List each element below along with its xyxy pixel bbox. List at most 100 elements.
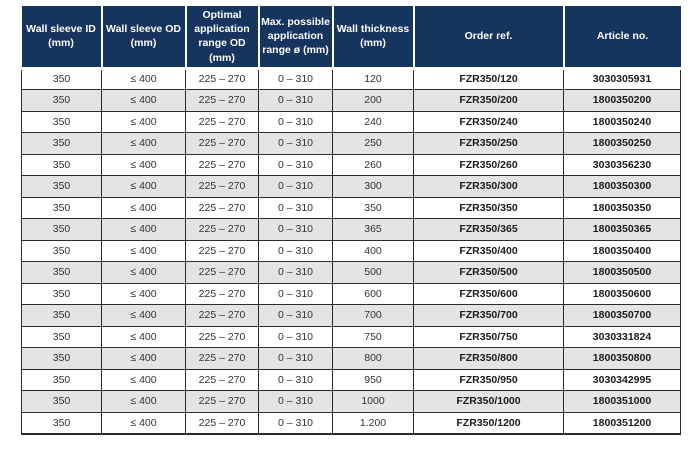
cell-article-no: 3030305931 xyxy=(563,67,681,91)
table-row: 350 ≤ 400 225 – 270 0 – 310 350 FZR350/350 180… xyxy=(21,196,681,220)
table-row: 350 ≤ 400 225 – 270 0 – 310 1.200 FZR350/1200… xyxy=(21,411,681,435)
table-row: 350 ≤ 400 225 – 270 0 – 310 120 FZR350/120 303… xyxy=(21,67,681,91)
table-header: Wall sleeve ID (mm) Wall sleeve OD (mm) … xyxy=(21,6,681,70)
cell-optimal-range: 225 – 270 xyxy=(185,132,259,155)
table-row: 350 ≤ 400 225 – 270 0 – 310 950 FZR350/950 303… xyxy=(21,368,681,392)
cell-wall-sleeve-id: 350 xyxy=(21,132,102,155)
cell-article-no: 1800351200 xyxy=(563,411,681,435)
table-row: 350 ≤ 400 225 – 270 0 – 310 240 FZR350/240 180… xyxy=(21,110,681,134)
cell-wall-thickness: 800 xyxy=(332,347,414,370)
cell-optimal-range: 225 – 270 xyxy=(185,175,259,198)
cell-optimal-range: 225 – 270 xyxy=(185,218,259,241)
cell-wall-thickness: 950 xyxy=(332,368,414,392)
cell-wall-sleeve-od: ≤ 400 xyxy=(101,89,186,112)
cell-order-ref: FZR350/600 xyxy=(413,282,564,306)
cell-optimal-range: 225 – 270 xyxy=(185,89,259,112)
cell-optimal-range: 225 – 270 xyxy=(185,67,259,91)
cell-max-range: 0 – 310 xyxy=(258,153,333,177)
cell-wall-sleeve-od: ≤ 400 xyxy=(101,196,186,220)
cell-wall-sleeve-id: 350 xyxy=(21,89,102,112)
table-row: 350 ≤ 400 225 – 270 0 – 310 365 FZR350/365 180… xyxy=(21,218,681,241)
cell-wall-thickness: 240 xyxy=(332,110,414,134)
cell-article-no: 3030356230 xyxy=(563,153,681,177)
cell-max-range: 0 – 310 xyxy=(258,89,333,112)
cell-max-range: 0 – 310 xyxy=(258,325,333,349)
cell-order-ref: FZR350/1200 xyxy=(413,411,564,435)
cell-wall-sleeve-od: ≤ 400 xyxy=(101,67,186,91)
cell-wall-sleeve-od: ≤ 400 xyxy=(101,282,186,306)
table-row: 350 ≤ 400 225 – 270 0 – 310 400 FZR350/400 180… xyxy=(21,239,681,263)
cell-wall-sleeve-od: ≤ 400 xyxy=(101,239,186,263)
col-header-wall-sleeve-id: Wall sleeve ID (mm) xyxy=(21,6,103,70)
cell-article-no: 1800350365 xyxy=(563,218,681,241)
table-row: 350 ≤ 400 225 – 270 0 – 310 800 FZR350/800 180… xyxy=(21,347,681,370)
cell-wall-sleeve-id: 350 xyxy=(21,239,102,263)
cell-optimal-range: 225 – 270 xyxy=(185,368,259,392)
cell-article-no: 1800350300 xyxy=(563,175,681,198)
cell-order-ref: FZR350/300 xyxy=(413,175,564,198)
table-body: 350 ≤ 400 225 – 270 0 – 310 120 FZR350/120 303… xyxy=(21,67,681,435)
cell-wall-thickness: 120 xyxy=(332,67,414,91)
cell-article-no: 1800350200 xyxy=(563,89,681,112)
cell-optimal-range: 225 – 270 xyxy=(185,196,259,220)
header-row: Wall sleeve ID (mm) Wall sleeve OD (mm) … xyxy=(21,6,681,70)
cell-article-no: 1800350250 xyxy=(563,132,681,155)
cell-wall-sleeve-id: 350 xyxy=(21,261,102,284)
cell-optimal-range: 225 – 270 xyxy=(185,153,259,177)
cell-optimal-range: 225 – 270 xyxy=(185,390,259,413)
cell-order-ref: FZR350/250 xyxy=(413,132,564,155)
cell-order-ref: FZR350/240 xyxy=(413,110,564,134)
cell-wall-thickness: 400 xyxy=(332,239,414,263)
cell-article-no: 3030342995 xyxy=(563,368,681,392)
cell-article-no: 1800350700 xyxy=(563,304,681,327)
cell-article-no: 1800350800 xyxy=(563,347,681,370)
cell-max-range: 0 – 310 xyxy=(258,67,333,91)
col-header-order-ref: Order ref. xyxy=(413,6,565,70)
col-header-wall-sleeve-od: Wall sleeve OD (mm) xyxy=(101,6,187,70)
cell-optimal-range: 225 – 270 xyxy=(185,110,259,134)
cell-wall-thickness: 600 xyxy=(332,282,414,306)
cell-article-no: 1800350240 xyxy=(563,110,681,134)
cell-wall-sleeve-od: ≤ 400 xyxy=(101,153,186,177)
cell-wall-thickness: 260 xyxy=(332,153,414,177)
table-row: 350 ≤ 400 225 – 270 0 – 310 600 FZR350/600 180… xyxy=(21,282,681,306)
table-row: 350 ≤ 400 225 – 270 0 – 310 200 FZR350/200 180… xyxy=(21,89,681,112)
table-row: 350 ≤ 400 225 – 270 0 – 310 1000 FZR350/1000 1… xyxy=(21,390,681,413)
table-row: 350 ≤ 400 225 – 270 0 – 310 250 FZR350/250 180… xyxy=(21,132,681,155)
cell-wall-thickness: 700 xyxy=(332,304,414,327)
cell-wall-sleeve-id: 350 xyxy=(21,411,102,435)
cell-wall-thickness: 1.200 xyxy=(332,411,414,435)
cell-max-range: 0 – 310 xyxy=(258,390,333,413)
table-row: 350 ≤ 400 225 – 270 0 – 310 500 FZR350/500 180… xyxy=(21,261,681,284)
cell-article-no: 1800350350 xyxy=(563,196,681,220)
col-header-article-no: Article no. xyxy=(563,6,681,70)
cell-article-no: 3030331824 xyxy=(563,325,681,349)
cell-wall-thickness: 250 xyxy=(332,132,414,155)
cell-wall-thickness: 500 xyxy=(332,261,414,284)
table-row: 350 ≤ 400 225 – 270 0 – 310 750 FZR350/750 303… xyxy=(21,325,681,349)
cell-order-ref: FZR350/365 xyxy=(413,218,564,241)
cell-optimal-range: 225 – 270 xyxy=(185,347,259,370)
cell-article-no: 1800350500 xyxy=(563,261,681,284)
cell-order-ref: FZR350/750 xyxy=(413,325,564,349)
cell-wall-thickness: 350 xyxy=(332,196,414,220)
cell-max-range: 0 – 310 xyxy=(258,347,333,370)
cell-max-range: 0 – 310 xyxy=(258,132,333,155)
cell-order-ref: FZR350/1000 xyxy=(413,390,564,413)
cell-wall-sleeve-id: 350 xyxy=(21,218,102,241)
cell-max-range: 0 – 310 xyxy=(258,239,333,263)
cell-wall-sleeve-id: 350 xyxy=(21,368,102,392)
cell-wall-thickness: 365 xyxy=(332,218,414,241)
cell-wall-sleeve-id: 350 xyxy=(21,304,102,327)
cell-max-range: 0 – 310 xyxy=(258,110,333,134)
cell-order-ref: FZR350/700 xyxy=(413,304,564,327)
cell-wall-sleeve-od: ≤ 400 xyxy=(101,390,186,413)
cell-order-ref: FZR350/500 xyxy=(413,261,564,284)
cell-order-ref: FZR350/950 xyxy=(413,368,564,392)
cell-optimal-range: 225 – 270 xyxy=(185,261,259,284)
col-header-optimal-application-range: Optimal application range OD (mm) xyxy=(185,6,260,70)
cell-wall-sleeve-id: 350 xyxy=(21,325,102,349)
cell-wall-sleeve-id: 350 xyxy=(21,153,102,177)
table-row: 350 ≤ 400 225 – 270 0 – 310 260 FZR350/260 303… xyxy=(21,153,681,177)
cell-max-range: 0 – 310 xyxy=(258,196,333,220)
